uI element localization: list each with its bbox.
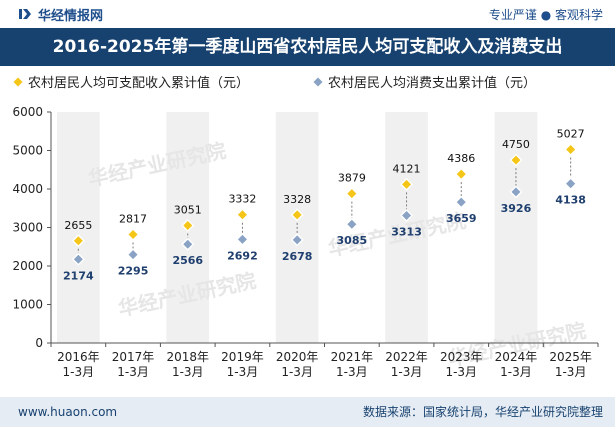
spending-data-label: 2692: [227, 249, 258, 262]
income-data-label: 2655: [64, 219, 92, 232]
income-point: [564, 142, 578, 156]
spending-point: [345, 217, 359, 231]
top-bar: 华经情报网 专业严谨 ● 客观科学: [0, 0, 615, 28]
title-band: 2016-2025年第一季度山西省农村居民人均可支配收入及消费支出: [0, 28, 615, 66]
income-data-label: 4386: [447, 152, 475, 165]
y-tick-label: 3000: [12, 221, 43, 235]
website-link[interactable]: www.huaon.com: [18, 405, 118, 419]
x-tick-label: 2022年 1-3月: [385, 350, 428, 379]
income-data-label: 5027: [557, 127, 585, 140]
y-tick-label: 6000: [12, 105, 43, 119]
x-tick-label: 2021年 1-3月: [331, 350, 374, 379]
x-tick-label: 2016年 1-3月: [57, 350, 100, 379]
spending-data-label: 4138: [555, 194, 586, 207]
income-data-label: 4121: [393, 162, 421, 175]
x-tick-label: 2020年 1-3月: [276, 350, 319, 379]
income-point: [71, 234, 85, 248]
y-tick-label: 2000: [12, 259, 43, 273]
income-point: [181, 219, 195, 233]
data-source: 数据来源：国家统计局，华经产业研究院整理: [362, 405, 603, 419]
income-point: [345, 187, 359, 201]
x-tick-label: 2017年 1-3月: [112, 350, 155, 379]
income-point: [454, 167, 468, 181]
spending-point: [454, 195, 468, 209]
x-tick-label: 2024年 1-3月: [495, 350, 538, 379]
spending-data-label: 2678: [282, 250, 313, 263]
spending-data-label: 3659: [446, 212, 477, 225]
income-data-label: 3051: [174, 204, 202, 217]
income-point: [290, 208, 304, 222]
y-tick-label: 5000: [12, 144, 43, 158]
spending-data-label: 2174: [63, 269, 94, 282]
column-band: [57, 112, 100, 343]
x-tick-label: 2018年 1-3月: [166, 350, 209, 379]
spending-point: [400, 208, 414, 222]
spending-data-label: 3085: [337, 234, 368, 247]
legend-spending-marker: [311, 75, 325, 89]
spending-data-label: 2295: [118, 265, 149, 278]
income-data-label: 4750: [502, 138, 530, 151]
spending-data-label: 3313: [391, 225, 422, 238]
income-data-label: 3328: [283, 193, 311, 206]
spending-data-label: 3926: [501, 202, 532, 215]
spending-point: [235, 232, 249, 246]
income-point: [509, 153, 523, 167]
income-data-label: 3332: [228, 193, 256, 206]
legend-income-marker: [11, 75, 25, 89]
spending-point: [564, 177, 578, 191]
spending-point: [290, 233, 304, 247]
y-tick-label: 1000: [12, 298, 43, 312]
logo-icon: [19, 9, 31, 19]
x-tick-label: 2023年 1-3月: [440, 350, 483, 379]
income-point: [235, 208, 249, 222]
legend-income-label: 农村居民人均可支配收入累计值（元）: [28, 75, 249, 91]
income-point: [126, 228, 140, 242]
income-point: [400, 177, 414, 191]
x-tick-label: 2019年 1-3月: [221, 350, 264, 379]
spending-point: [71, 252, 85, 266]
brand-tags: 专业严谨 ● 客观科学: [488, 8, 603, 22]
income-data-label: 2817: [119, 213, 147, 226]
x-tick-label: 2025年 1-3月: [549, 350, 592, 379]
column-band: [494, 112, 538, 343]
spending-data-label: 2566: [172, 254, 203, 267]
income-data-label: 3879: [338, 172, 366, 185]
legend-spending-label: 农村居民人均消费支出累计值（元）: [328, 75, 536, 91]
spending-point: [181, 237, 195, 251]
brand-name: 华经情报网: [38, 8, 104, 24]
brand: 华经情报网: [18, 5, 104, 24]
footer: www.huaon.com 数据来源：国家统计局，华经产业研究院整理: [0, 397, 615, 427]
chart-plot: 华经产业研究院华经产业研究院华经产业研究院华经产业研究院010002000300…: [11, 75, 599, 379]
spending-point: [126, 248, 140, 262]
y-tick-label: 4000: [12, 182, 43, 196]
column-band: [385, 112, 428, 343]
y-tick-label: 0: [35, 336, 43, 350]
spending-point: [509, 185, 523, 199]
chart-title: 2016-2025年第一季度山西省农村居民人均可支配收入及消费支出: [52, 37, 563, 57]
